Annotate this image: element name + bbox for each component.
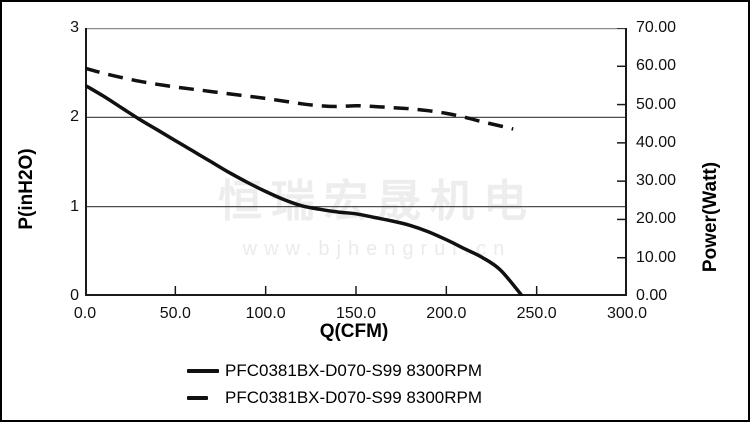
right-y-tick-label: 0.00 xyxy=(636,287,668,304)
x-tick-label: 200.0 xyxy=(426,305,467,322)
legend-label: PFC0381BX-D070-S99 8300RPM xyxy=(225,387,483,407)
x-tick-label: 50.0 xyxy=(159,305,191,322)
curve-dashed xyxy=(85,66,514,131)
x-tick-label: 300.0 xyxy=(606,305,648,322)
x-tick-label: 150.0 xyxy=(335,305,377,322)
right-y-tick-label: 60.00 xyxy=(636,57,677,75)
x-tick-label: 250.0 xyxy=(516,305,557,322)
left-y-tick-label: 1 xyxy=(70,197,79,215)
right-y-tick-label: 20.00 xyxy=(636,210,677,228)
legend-item-pressure-curve: PFC0381BX-D070-S99 8300RPM xyxy=(187,357,482,384)
left-y-tick-label: 3 xyxy=(70,19,79,36)
left-y-tick-label: 0 xyxy=(70,287,79,304)
dashed-line-swatch-icon xyxy=(187,395,208,400)
curve-solid xyxy=(85,83,524,296)
x-tick-label: 0.0 xyxy=(73,305,97,322)
legend-label: PFC0381BX-D070-S99 8300RPM xyxy=(225,360,483,380)
plot-area xyxy=(85,28,627,296)
chart-legend: PFC0381BX-D070-S99 8300RPM PFC0381BX-D07… xyxy=(187,357,482,411)
legend-item-power-curve: PFC0381BX-D070-S99 8300RPM xyxy=(187,384,482,411)
right-y-tick-label: 40.00 xyxy=(636,133,677,151)
x-axis-title: Q(CFM) xyxy=(319,321,389,342)
left-y-tick-label: 2 xyxy=(70,108,79,126)
right-y-tick-label: 10.00 xyxy=(636,248,677,266)
right-y-tick-label: 70.00 xyxy=(636,19,677,36)
left-y-axis-title: P(inH2O) xyxy=(16,148,37,230)
x-tick-label: 100.0 xyxy=(245,305,286,322)
solid-line-swatch-icon xyxy=(187,368,219,373)
right-y-tick-label: 50.00 xyxy=(636,95,677,113)
right-y-tick-label: 30.00 xyxy=(636,172,677,190)
watermark-url-text: www.bjhengrui.cn xyxy=(242,238,512,260)
